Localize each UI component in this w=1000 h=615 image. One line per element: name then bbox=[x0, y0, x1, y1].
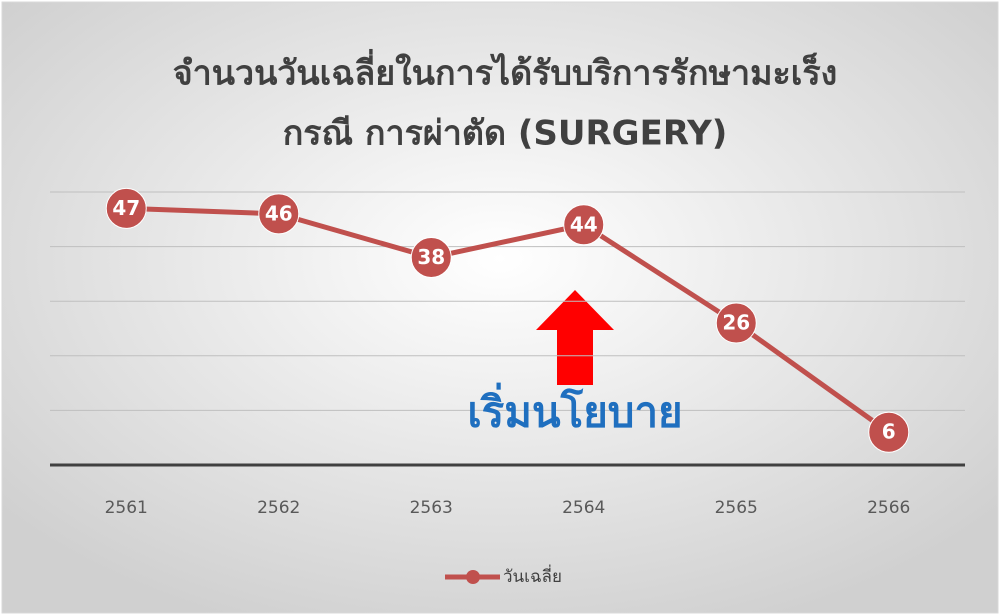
marker bbox=[105, 187, 147, 229]
annotation: เริ่มนโยบาย bbox=[467, 383, 682, 437]
data-label: 38 bbox=[417, 245, 445, 269]
marker bbox=[410, 237, 452, 279]
data-label: 6 bbox=[882, 420, 896, 444]
data-label: 44 bbox=[570, 212, 598, 236]
marker bbox=[563, 204, 605, 246]
chart-title: จำนวนวันเฉลี่ยในการได้รับบริการรักษามะเร… bbox=[173, 49, 838, 94]
x-tick-label: 2566 bbox=[867, 498, 910, 518]
data-label: 26 bbox=[722, 311, 750, 335]
x-tick-label: 2562 bbox=[257, 498, 300, 518]
legend-label: วันเฉลี่ย bbox=[503, 564, 562, 587]
marker bbox=[868, 411, 910, 453]
marker bbox=[258, 193, 300, 235]
x-tick-label: 2565 bbox=[715, 498, 758, 518]
line bbox=[126, 205, 891, 435]
x-tick-label: 2564 bbox=[562, 498, 605, 518]
x-tick-label: 2561 bbox=[105, 498, 148, 518]
chart-title: กรณี การผ่าตัด (SURGERY) bbox=[283, 114, 728, 154]
arrow bbox=[536, 290, 614, 385]
x-tick-label: 2563 bbox=[410, 498, 453, 518]
legend-marker bbox=[466, 570, 480, 584]
marker bbox=[715, 302, 757, 344]
data-label: 46 bbox=[265, 201, 293, 225]
data-label: 47 bbox=[112, 196, 140, 220]
